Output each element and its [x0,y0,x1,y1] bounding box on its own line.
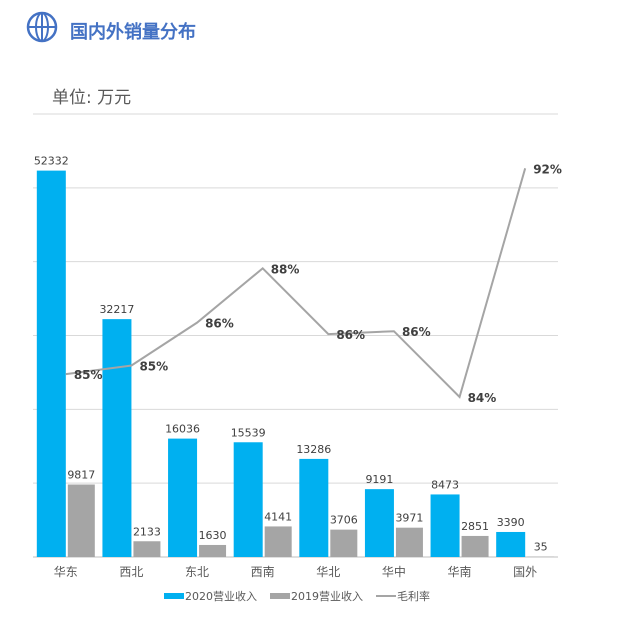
margin-data-label: 85% [139,360,168,374]
margin-data-label: 86% [402,325,431,339]
data-label-2019: 1630 [199,529,227,542]
data-label-2020: 8473 [431,478,459,491]
margin-data-label: 86% [336,328,365,342]
globe-icon [26,11,58,43]
page-title: 国内外销量分布 [70,22,196,43]
margin-line [65,168,527,399]
data-label-2019: 2133 [133,525,161,538]
data-label-2019: 35 [534,541,548,554]
bar-2020 [233,442,263,557]
bar-2019 [264,526,292,557]
bar-2019 [395,527,423,557]
data-label-2019: 3971 [395,512,423,525]
bar-2019 [199,544,227,557]
bar-2019 [330,529,358,557]
bar-2020 [496,531,526,557]
margin-data-label: 85% [74,368,103,382]
bar-2020 [36,170,66,557]
data-label-2020: 13286 [296,443,331,456]
data-label-2019: 3706 [330,514,358,527]
unit-label: 单位: 万元 [52,88,132,108]
bar-2019 [67,484,95,557]
x-tick-label: 华南 [448,564,472,579]
legend-label-2020: 2020营业收入 [185,589,257,603]
bar-2019 [461,535,489,557]
x-tick-label: 国外 [513,565,537,579]
data-label-2020: 52332 [34,155,69,168]
data-label-2019: 9817 [67,469,95,482]
legend-swatch-2020 [164,593,184,599]
x-tick-label: 华中 [382,564,406,579]
x-tick-label: 华东 [54,565,78,579]
legend-label-2019: 2019营业收入 [291,589,363,603]
data-label-2019: 4141 [264,510,292,523]
data-label-2020: 16036 [165,423,200,436]
bar-2020 [102,319,132,557]
x-tick-label: 西北 [119,565,143,579]
margin-data-label: 86% [205,317,234,331]
bar-2020 [364,489,394,557]
margin-data-label: 88% [271,262,300,276]
data-label-2020: 32217 [99,303,134,316]
bar-2019 [133,541,161,557]
x-tick-label: 西南 [251,564,275,579]
bar-2020 [299,458,329,557]
legend-label-margin: 毛利率 [397,589,430,603]
data-label-2019: 2851 [461,520,489,533]
x-tick-label: 华北 [316,565,340,579]
legend-swatch-2019 [270,593,290,599]
bar-2020 [168,438,198,557]
x-tick-label: 东北 [185,565,209,579]
data-label-2020: 3390 [497,516,525,529]
bar-2020 [430,494,460,557]
margin-data-label: 92% [533,162,562,176]
margin-data-label: 84% [468,391,497,405]
data-label-2020: 15539 [231,426,266,439]
data-label-2020: 9191 [365,473,393,486]
